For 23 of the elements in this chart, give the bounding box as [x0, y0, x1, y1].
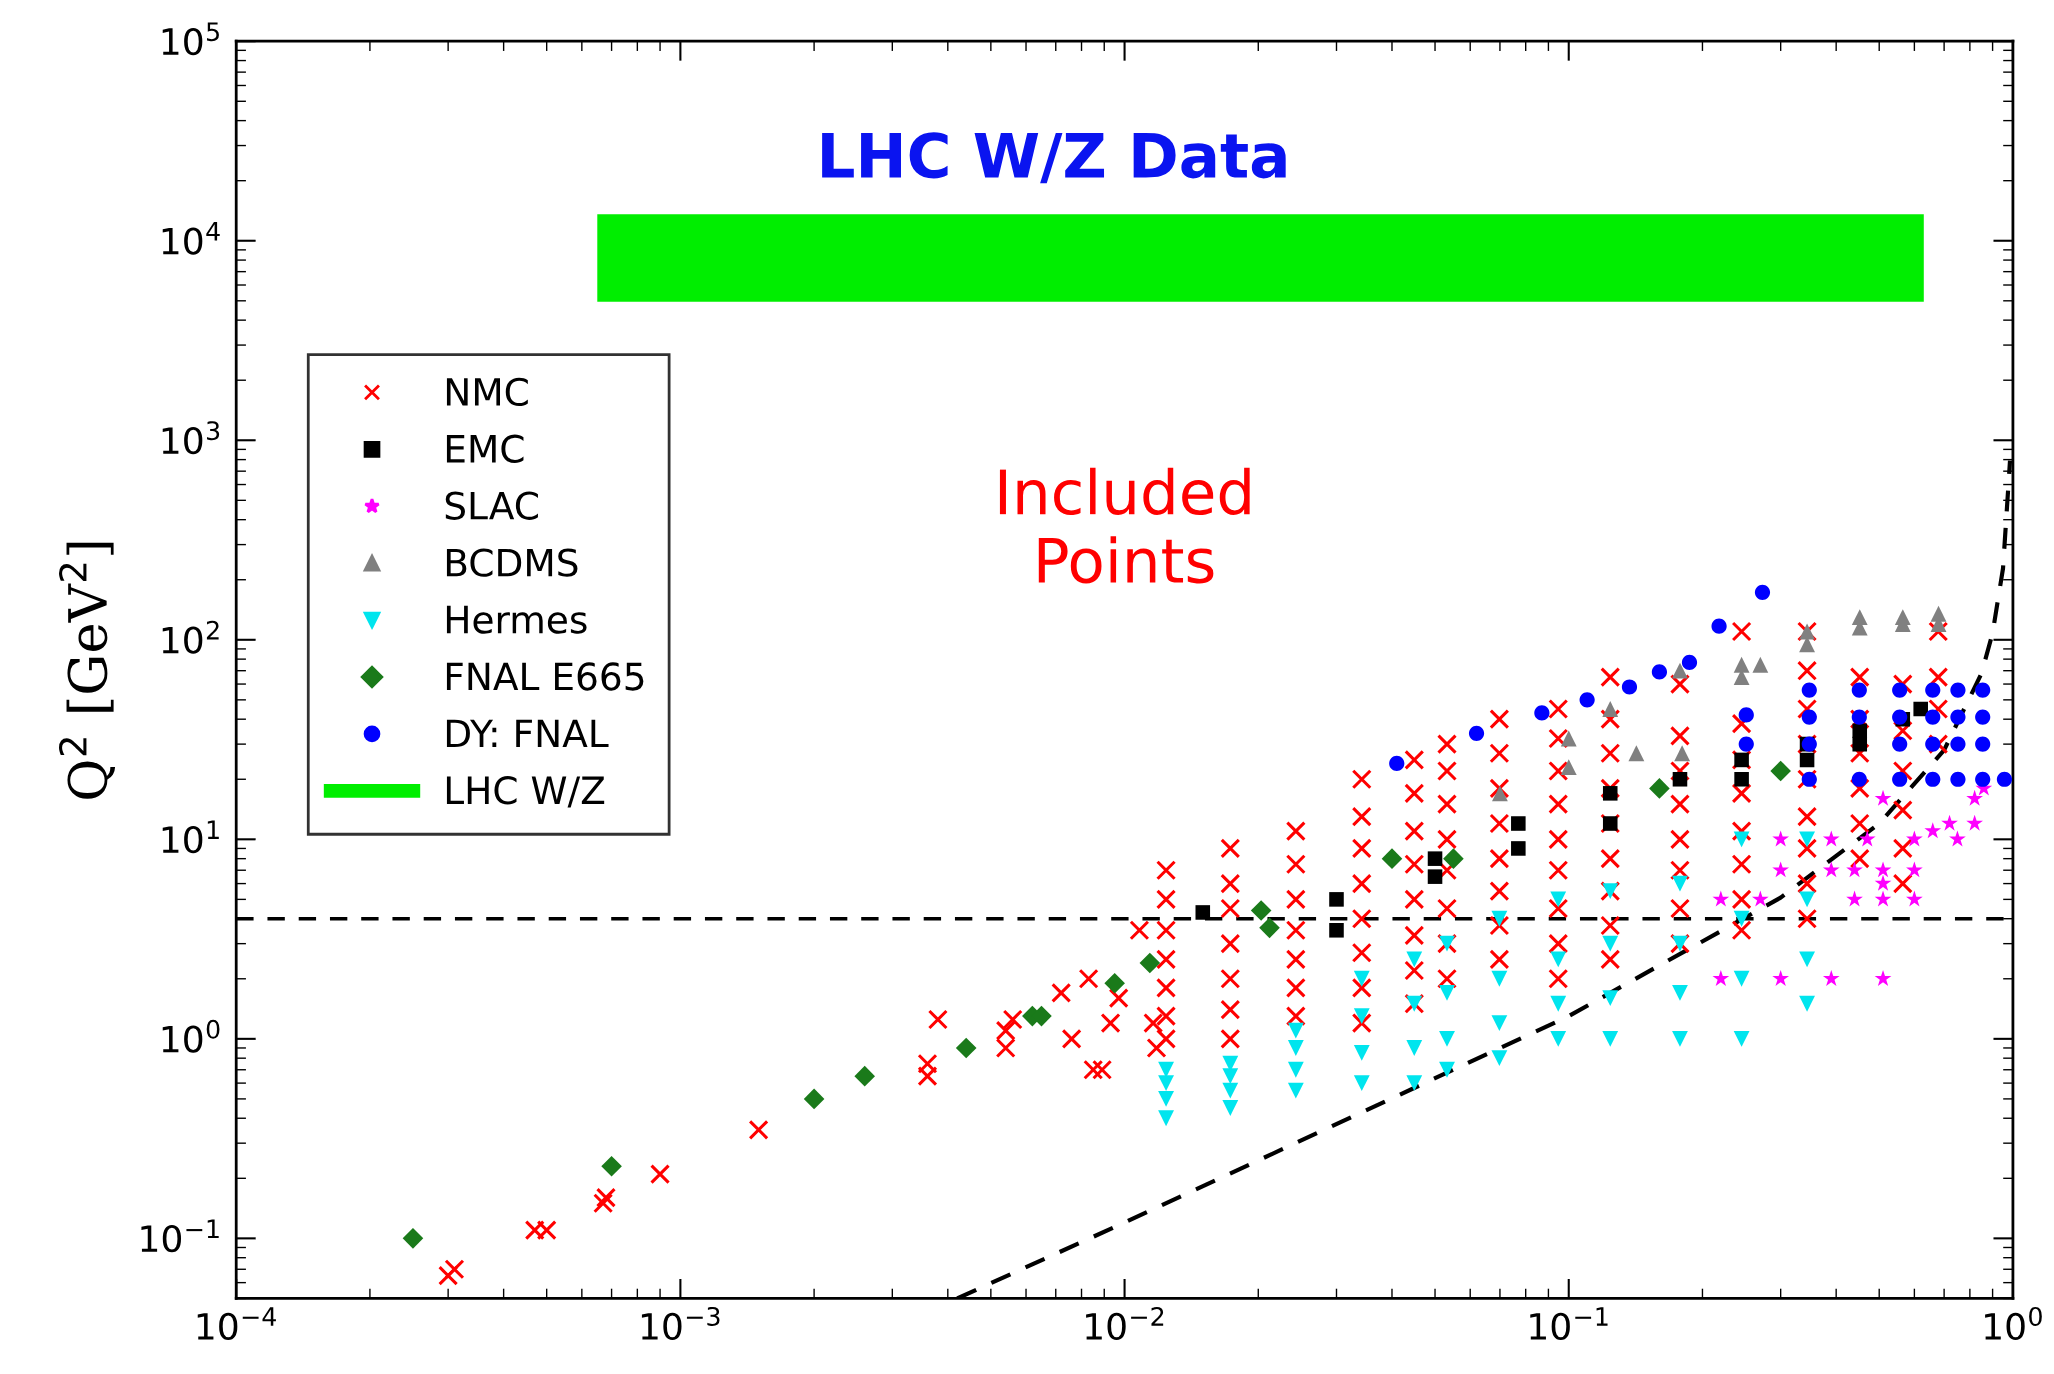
- annotation: LHC W/Z Data: [822, 132, 1286, 184]
- legend-label: NMC: [446, 377, 528, 407]
- y-tick-label: 10$^{3}$: [162, 421, 220, 455]
- legend-label: BCDMS: [446, 548, 578, 577]
- legend-label: SLAC: [445, 491, 538, 520]
- y-axis-title: Q$^{2}$ [GeV$^{2}$]: [59, 542, 116, 799]
- y-tick-label: 10$^{0}$: [162, 1019, 220, 1053]
- legend-label: EMC: [446, 434, 524, 463]
- y-tick-label: 10$^{2}$: [162, 620, 219, 654]
- y-tick-label: 10$^{4}$: [162, 221, 220, 255]
- x-tick-label: 10$^{−1}$: [1530, 1307, 1608, 1341]
- y-tick-label: 10$^{−1}$: [141, 1219, 219, 1253]
- legend-label: Hermes: [446, 605, 587, 634]
- x-tick-label: 10$^{−3}$: [641, 1306, 720, 1340]
- y-tick-label: 10$^{5}$: [162, 22, 219, 56]
- x-tick-label: 10$^{0}$: [1985, 1306, 2042, 1340]
- x-tick-label: 10$^{−2}$: [1086, 1306, 1164, 1340]
- y-tick-label: 10$^{1}$: [162, 820, 219, 854]
- legend-label: LHC W/Z: [446, 776, 605, 808]
- x-tick-label: 10$^{−4}$: [197, 1307, 276, 1341]
- legend-label: DY: FNAL: [446, 719, 609, 748]
- annotation: Included Points: [999, 467, 1250, 584]
- legend-label: FNAL E665: [446, 662, 644, 691]
